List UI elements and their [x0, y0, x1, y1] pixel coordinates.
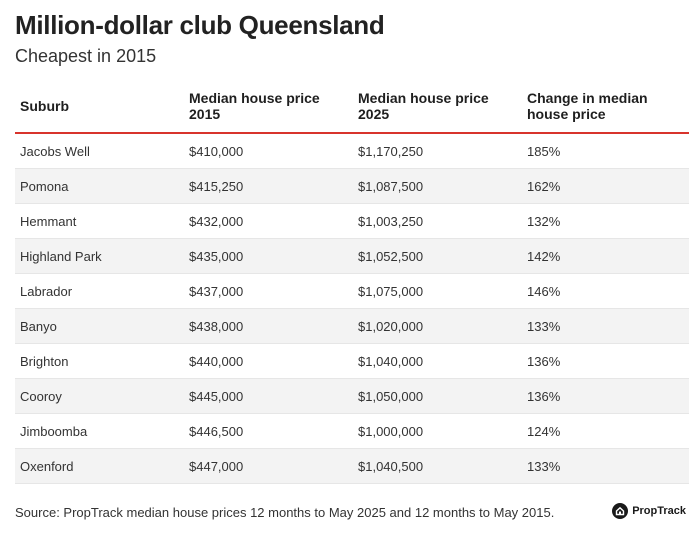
cell-suburb: Oxenford [20, 458, 74, 474]
column-header-price-2015: Median house price 2015 [184, 86, 353, 122]
cell-suburb: Banyo [20, 318, 57, 334]
cell-price-2015: $437,000 [189, 283, 244, 299]
column-header-change: Change in median house price [522, 86, 689, 122]
cell-suburb: Jimboomba [20, 423, 88, 439]
table-row: Pomona $415,250 $1,087,500 162% [15, 169, 689, 204]
table-row: Labrador $437,000 $1,075,000 146% [15, 274, 689, 309]
cell-suburb: Highland Park [20, 248, 102, 264]
brand-name: PropTrack [632, 505, 686, 517]
cell-price-2015: $446,500 [189, 423, 244, 439]
table-row: Oxenford $447,000 $1,040,500 133% [15, 449, 689, 484]
column-header-change-text: Change in median house price [527, 90, 648, 122]
cell-price-2025: $1,052,500 [358, 248, 424, 264]
column-header-suburb: Suburb [20, 98, 69, 114]
cell-change: 136% [527, 353, 561, 369]
column-header-price-2025: Median house price 2025 [353, 86, 522, 122]
proptrack-logo-icon [612, 503, 629, 519]
column-header-price-2025-text: Median house price 2025 [358, 90, 489, 122]
cell-price-2015: $440,000 [189, 353, 244, 369]
cell-price-2025: $1,000,000 [358, 423, 424, 439]
cell-price-2025: $1,040,000 [358, 353, 424, 369]
table-header: Suburb Median house price 2015 Median ho… [15, 86, 689, 134]
cell-suburb: Labrador [20, 283, 73, 299]
cell-price-2015: $445,000 [189, 388, 244, 404]
cell-change: 162% [527, 178, 561, 194]
brand-logo: PropTrack [612, 503, 686, 519]
chart-subtitle: Cheapest in 2015 [15, 46, 157, 66]
cell-change: 136% [527, 388, 561, 404]
table-row: Jacobs Well $410,000 $1,170,250 185% [15, 134, 689, 169]
cell-price-2015: $447,000 [189, 458, 244, 474]
cell-price-2015: $410,000 [189, 143, 244, 159]
cell-change: 132% [527, 213, 561, 229]
table-row: Banyo $438,000 $1,020,000 133% [15, 309, 689, 344]
data-table: Suburb Median house price 2015 Median ho… [15, 86, 689, 484]
cell-price-2025: $1,040,500 [358, 458, 424, 474]
cell-change: 133% [527, 318, 561, 334]
column-header-price-2015-text: Median house price 2015 [189, 90, 320, 122]
cell-suburb: Pomona [20, 178, 69, 194]
table-row: Highland Park $435,000 $1,052,500 142% [15, 239, 689, 274]
cell-change: 133% [527, 458, 561, 474]
cell-suburb: Hemmant [20, 213, 77, 229]
cell-price-2015: $435,000 [189, 248, 244, 264]
cell-change: 142% [527, 248, 561, 264]
cell-suburb: Jacobs Well [20, 143, 90, 159]
cell-price-2015: $438,000 [189, 318, 244, 334]
cell-price-2025: $1,087,500 [358, 178, 424, 194]
cell-suburb: Cooroy [20, 388, 62, 404]
cell-suburb: Brighton [20, 353, 69, 369]
table-row: Brighton $440,000 $1,040,000 136% [15, 344, 689, 379]
table-row: Hemmant $432,000 $1,003,250 132% [15, 204, 689, 239]
cell-change: 185% [527, 143, 561, 159]
table-row: Cooroy $445,000 $1,050,000 136% [15, 379, 689, 414]
table-body: Jacobs Well $410,000 $1,170,250 185% Pomona $… [15, 134, 689, 484]
cell-price-2025: $1,170,250 [358, 143, 424, 159]
cell-price-2015: $432,000 [189, 213, 244, 229]
cell-price-2015: $415,250 [189, 178, 244, 194]
source-note: Source: PropTrack median house prices 12… [15, 505, 555, 520]
cell-change: 146% [527, 283, 561, 299]
cell-price-2025: $1,075,000 [358, 283, 424, 299]
chart-title: Million-dollar club Queensland [15, 10, 385, 40]
table-row: Jimboomba $446,500 $1,000,000 124% [15, 414, 689, 449]
cell-price-2025: $1,003,250 [358, 213, 424, 229]
cell-change: 124% [527, 423, 561, 439]
cell-price-2025: $1,020,000 [358, 318, 424, 334]
cell-price-2025: $1,050,000 [358, 388, 424, 404]
